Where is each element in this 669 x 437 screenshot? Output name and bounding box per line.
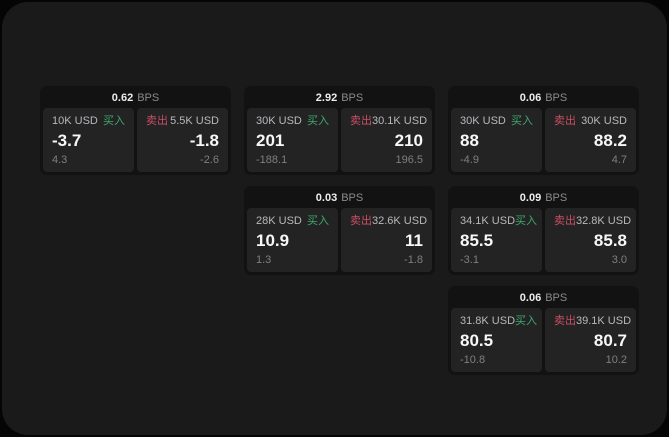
quote-card: 0.06 BPS 30K USD 买入 88 -4.9 卖出 30K USD xyxy=(448,86,639,175)
buy-secondary-value: 1.3 xyxy=(256,254,272,266)
spread-value: 0.09 xyxy=(519,192,542,204)
buy-label: 买入 xyxy=(307,115,329,127)
buy-amount: 31.8K USD xyxy=(460,315,516,327)
buy-amount: 30K USD xyxy=(256,115,302,127)
sell-panel[interactable]: 卖出 30.1K USD 210 196.5 xyxy=(341,108,432,172)
sell-secondary-value: 196.5 xyxy=(395,154,423,166)
spread-unit: BPS xyxy=(545,92,568,104)
spread-header: 2.92 BPS xyxy=(247,89,432,108)
sell-label: 卖出 xyxy=(350,215,372,227)
quote-card: 2.92 BPS 30K USD 买入 201 -188.1 卖出 30.1K U… xyxy=(244,86,435,175)
sell-secondary-value: 3.0 xyxy=(611,254,627,266)
sell-amount: 39.1K USD xyxy=(576,315,632,327)
sell-amount: 5.5K USD xyxy=(170,115,219,127)
sell-secondary-value: -1.8 xyxy=(404,254,423,266)
sell-price: 210 xyxy=(394,131,423,150)
buy-secondary-value: -188.1 xyxy=(256,154,288,166)
buy-label: 买入 xyxy=(515,315,538,327)
sell-secondary-value: 10.2 xyxy=(605,354,627,366)
buy-label: 买入 xyxy=(103,115,125,127)
buy-panel[interactable]: 34.1K USD 买入 85.5 -3.1 xyxy=(451,208,542,272)
spread-value: 0.03 xyxy=(315,192,338,204)
buy-price: 88 xyxy=(460,131,479,150)
sell-price: 88.2 xyxy=(593,131,627,150)
buy-amount: 28K USD xyxy=(256,215,302,227)
spread-unit: BPS xyxy=(545,192,568,204)
sell-label: 卖出 xyxy=(350,115,372,127)
buy-price: 10.9 xyxy=(256,231,290,250)
buy-panel[interactable]: 28K USD 买入 10.9 1.3 xyxy=(247,208,338,272)
buy-label: 买入 xyxy=(515,215,538,227)
spread-unit: BPS xyxy=(545,292,568,304)
spread-unit: BPS xyxy=(137,92,160,104)
buy-price: 201 xyxy=(256,131,285,150)
sell-secondary-value: 4.7 xyxy=(611,154,627,166)
buy-panel[interactable]: 30K USD 买入 88 -4.9 xyxy=(451,108,542,172)
sell-panel[interactable]: 卖出 30K USD 88.2 4.7 xyxy=(545,108,636,172)
buy-amount: 30K USD xyxy=(460,115,506,127)
quote-card: 0.09 BPS 34.1K USD 买入 85.5 -3.1 卖出 32.8K … xyxy=(448,186,639,275)
sell-price: 85.8 xyxy=(593,231,627,250)
spread-value: 0.06 xyxy=(519,92,542,104)
buy-secondary-value: -3.1 xyxy=(460,254,479,266)
spread-value: 0.06 xyxy=(519,292,542,304)
quote-card: 0.06 BPS 31.8K USD 买入 80.5 -10.8 卖出 39.1K… xyxy=(448,286,639,375)
sell-label: 卖出 xyxy=(554,115,576,127)
buy-price: 80.5 xyxy=(460,331,494,350)
buy-label: 买入 xyxy=(511,115,533,127)
sell-label: 卖出 xyxy=(554,315,576,327)
sell-amount: 30.1K USD xyxy=(372,115,428,127)
sell-price: -1.8 xyxy=(189,131,219,150)
spread-header: 0.06 BPS xyxy=(451,89,636,108)
buy-panel[interactable]: 31.8K USD 买入 80.5 -10.8 xyxy=(451,308,542,372)
spread-value: 0.62 xyxy=(111,92,134,104)
sell-panel[interactable]: 卖出 32.6K USD 11 -1.8 xyxy=(341,208,432,272)
spread-header: 0.62 BPS xyxy=(43,89,228,108)
sell-amount: 32.6K USD xyxy=(372,215,428,227)
spread-value: 2.92 xyxy=(315,92,338,104)
buy-amount: 10K USD xyxy=(52,115,98,127)
spread-header: 0.09 BPS xyxy=(451,189,636,208)
buy-amount: 34.1K USD xyxy=(460,215,516,227)
sell-price: 11 xyxy=(405,231,423,250)
buy-secondary-value: -4.9 xyxy=(460,154,479,166)
sell-label: 卖出 xyxy=(146,115,168,127)
spread-unit: BPS xyxy=(341,92,364,104)
sell-label: 卖出 xyxy=(554,215,576,227)
quote-card-grid: 0.62 BPS 10K USD 买入 -3.7 4.3 卖出 5.5K USD xyxy=(40,86,639,375)
sell-amount: 32.8K USD xyxy=(576,215,632,227)
buy-price: 85.5 xyxy=(460,231,494,250)
sell-panel[interactable]: 卖出 5.5K USD -1.8 -2.6 xyxy=(137,108,228,172)
buy-secondary-value: 4.3 xyxy=(52,154,68,166)
quote-card: 0.03 BPS 28K USD 买入 10.9 1.3 卖出 32.6K USD xyxy=(244,186,435,275)
sell-secondary-value: -2.6 xyxy=(200,154,219,166)
buy-panel[interactable]: 30K USD 买入 201 -188.1 xyxy=(247,108,338,172)
sell-price: 80.7 xyxy=(593,331,627,350)
spread-unit: BPS xyxy=(341,192,364,204)
buy-secondary-value: -10.8 xyxy=(460,354,486,366)
buy-price: -3.7 xyxy=(52,131,82,150)
spread-header: 0.06 BPS xyxy=(451,289,636,308)
sell-panel[interactable]: 卖出 39.1K USD 80.7 10.2 xyxy=(545,308,636,372)
spread-header: 0.03 BPS xyxy=(247,189,432,208)
quote-card: 0.62 BPS 10K USD 买入 -3.7 4.3 卖出 5.5K USD xyxy=(40,86,231,175)
buy-panel[interactable]: 10K USD 买入 -3.7 4.3 xyxy=(43,108,134,172)
buy-label: 买入 xyxy=(307,215,329,227)
sell-panel[interactable]: 卖出 32.8K USD 85.8 3.0 xyxy=(545,208,636,272)
sell-amount: 30K USD xyxy=(581,115,627,127)
